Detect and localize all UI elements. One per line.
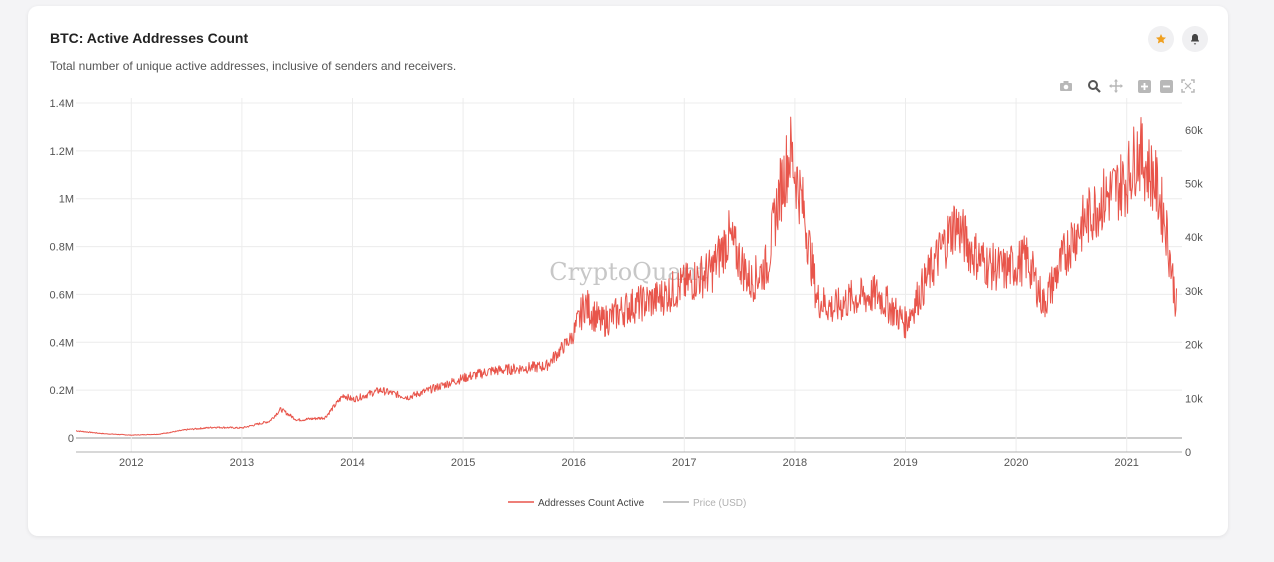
- zoom-in-icon: [1137, 79, 1151, 93]
- chart-title: BTC: Active Addresses Count: [50, 30, 249, 46]
- x-tick-label: 2020: [1004, 457, 1028, 469]
- y-tick-label-right: 50k: [1185, 179, 1203, 191]
- y-tick-label-right: 30k: [1185, 286, 1203, 298]
- x-tick-label: 2019: [893, 457, 917, 469]
- chart-subtitle: Total number of unique active addresses,…: [50, 59, 457, 73]
- x-tick-label: 2013: [230, 457, 254, 469]
- x-tick-label: 2021: [1114, 457, 1138, 469]
- x-tick-label: 2018: [783, 457, 807, 469]
- x-tick-label: 2015: [451, 457, 475, 469]
- zoom-out-button[interactable]: [1158, 78, 1174, 94]
- y-tick-label-left: 0.6M: [50, 289, 74, 301]
- chart-modebar: [1058, 78, 1196, 94]
- bell-icon: [1191, 34, 1199, 45]
- x-tick-label: 2017: [672, 457, 696, 469]
- x-tick-label: 2012: [119, 457, 143, 469]
- series-line-addresses-count-active[interactable]: [76, 116, 1177, 436]
- zoom-in-button[interactable]: [1136, 78, 1152, 94]
- x-tick-label: 2014: [340, 457, 364, 469]
- y-tick-label-left: 0.4M: [50, 337, 74, 349]
- y-tick-label-left: 0.2M: [50, 385, 74, 397]
- alert-button[interactable]: [1182, 26, 1208, 52]
- pan-button[interactable]: [1108, 78, 1124, 94]
- y-tick-label-left: 0: [68, 433, 74, 445]
- autoscale-icon: [1181, 79, 1195, 93]
- y-tick-label-left: 1.4M: [50, 98, 74, 110]
- camera-icon: [1060, 81, 1072, 91]
- legend-label-price[interactable]: Price (USD): [693, 498, 746, 509]
- pan-icon: [1109, 79, 1123, 93]
- y-tick-label-right: 40k: [1185, 232, 1203, 244]
- y-tick-label-right: 0: [1185, 447, 1191, 459]
- x-tick-label: 2016: [561, 457, 585, 469]
- zoom-icon: [1088, 80, 1101, 93]
- y-tick-label-right: 10k: [1185, 393, 1203, 405]
- autoscale-button[interactable]: [1180, 78, 1196, 94]
- legend-label-addresses[interactable]: Addresses Count Active: [538, 498, 645, 509]
- y-tick-label-left: 1M: [59, 194, 74, 206]
- y-tick-label-right: 20k: [1185, 340, 1203, 352]
- favorite-button[interactable]: [1148, 26, 1174, 52]
- download-plot-button[interactable]: [1058, 78, 1074, 94]
- zoom-button[interactable]: [1086, 78, 1102, 94]
- star-icon: [1156, 34, 1166, 44]
- zoom-out-icon: [1159, 79, 1173, 93]
- y-tick-label-left: 1.2M: [50, 146, 74, 158]
- y-tick-label-left: 0.8M: [50, 242, 74, 254]
- y-tick-label-right: 60k: [1185, 125, 1203, 137]
